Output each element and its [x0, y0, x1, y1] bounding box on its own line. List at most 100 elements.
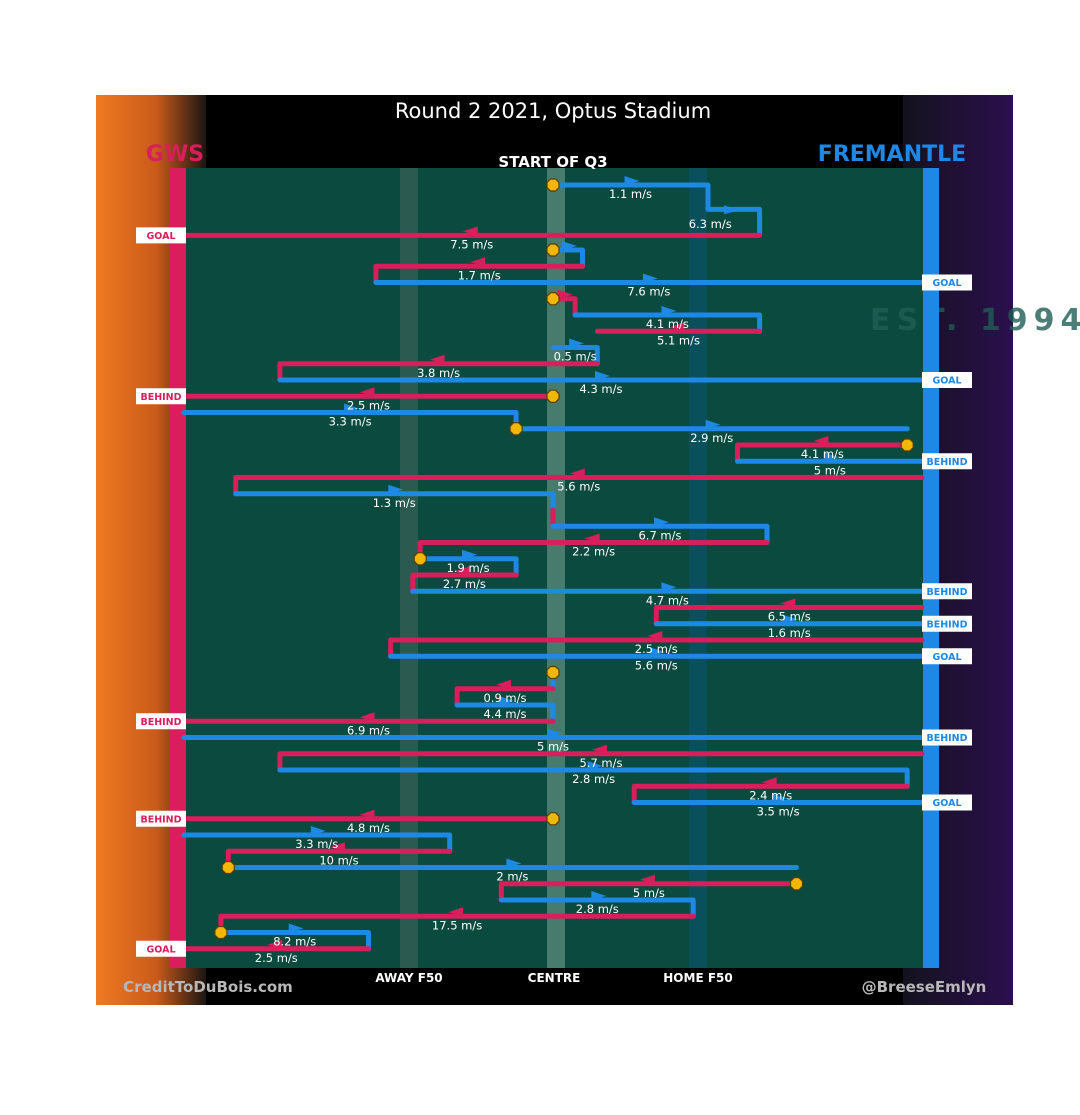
- chain-29-speed-label: 0.9 m/s: [483, 691, 526, 705]
- chain-15-arrow: [823, 452, 839, 462]
- chain-27-speed-label: 5.6 m/s: [635, 658, 678, 672]
- chain-14-arrow: [813, 436, 829, 445]
- chain-19-speed-label: 6.7 m/s: [638, 528, 681, 542]
- chain-29-arrow: [496, 679, 511, 689]
- chain-14-speed-label: 4.1 m/s: [801, 447, 844, 461]
- chain-23-outcome-label: BEHIND: [926, 587, 967, 598]
- chain-11-outcome-label: BEHIND: [140, 392, 181, 403]
- chain-38-speed-label: 3.3 m/s: [295, 837, 338, 851]
- chain-13-start-marker: [509, 422, 523, 436]
- chain-34-arrow: [587, 761, 603, 770]
- chain-35-gws: [631, 783, 910, 805]
- chain-27-outcome-label: GOAL: [932, 652, 961, 663]
- chain-41-arrow: [639, 874, 655, 884]
- chain-4-outcome-badge: [922, 274, 972, 291]
- chain-34-speed-label: 2.8 m/s: [572, 772, 615, 786]
- chain-40-start-marker: [221, 860, 235, 875]
- chain-5-arrow: [558, 289, 574, 299]
- chain-42-fremantle: [498, 897, 696, 919]
- chain-41-start-marker: [789, 877, 804, 891]
- chain-17-fremantle: [233, 491, 556, 513]
- chain-11-speed-label: 2.5 m/s: [347, 398, 390, 412]
- chain-3-gws: [373, 263, 585, 285]
- chain-1-outcome-badge: [136, 227, 186, 244]
- chain-11-arrow: [359, 387, 375, 397]
- chain-6-fremantle: [572, 312, 763, 334]
- chain-36-outcome-label: GOAL: [932, 798, 961, 809]
- chains-layer: [181, 176, 925, 952]
- chain-38-arrow: [310, 826, 326, 835]
- chain-43-arrow: [448, 907, 464, 917]
- chain-3-speed-label: 1.7 m/s: [458, 268, 501, 282]
- chain-15-outcome-badge: [922, 453, 972, 470]
- x-axis-labels: AWAY F50 CENTRE HOME F50: [375, 971, 732, 985]
- chain-31-arrow: [359, 712, 375, 722]
- chain-6-speed-label: 4.1 m/s: [646, 317, 689, 331]
- chain-19-arrow: [654, 517, 669, 527]
- chain-42-arrow: [591, 891, 607, 900]
- chain-23-outcome-badge: [922, 583, 972, 600]
- chain-40-speed-label: 2 m/s: [496, 870, 528, 884]
- chain-32-outcome-label: BEHIND: [926, 733, 967, 744]
- chain-11-start-marker: [546, 389, 560, 403]
- chain-25-outcome-badge: [922, 615, 972, 632]
- chain-6-arrow: [661, 306, 677, 315]
- chain-23-speed-label: 4.7 m/s: [646, 593, 689, 607]
- chain-17-speed-label: 1.3 m/s: [373, 496, 416, 510]
- chain-16-arrow: [569, 468, 585, 478]
- chain-32-arrow: [547, 728, 562, 738]
- credit-right: @BreeseEmlyn: [862, 978, 987, 996]
- chain-39-speed-label: 10 m/s: [319, 853, 358, 867]
- chain-34-fremantle: [277, 767, 910, 789]
- chain-0-arrow: [624, 176, 640, 185]
- centre-stripe: [547, 168, 565, 968]
- x-tick-label-2: HOME F50: [663, 971, 732, 985]
- chain-5-start-marker: [546, 292, 560, 306]
- chain-26-gws: [388, 637, 925, 659]
- chain-41-gws: [498, 881, 799, 903]
- chain-24-speed-label: 6.5 m/s: [768, 610, 811, 624]
- chain-25-speed-label: 1.6 m/s: [768, 626, 811, 640]
- chain-21-fremantle: [417, 556, 519, 578]
- chain-22-speed-label: 2.7 m/s: [443, 577, 486, 591]
- chain-1-outcome-label: GOAL: [146, 231, 175, 242]
- chain-13-arrow: [705, 419, 721, 429]
- chain-45-speed-label: 2.5 m/s: [255, 951, 298, 965]
- chain-21-arrow: [462, 549, 478, 559]
- chain-25-arrow: [783, 614, 799, 624]
- chain-1-speed-label: 7.5 m/s: [450, 237, 493, 251]
- chain-5-gws: [550, 296, 578, 318]
- chain-33-speed-label: 5.7 m/s: [579, 756, 622, 770]
- chain-10-arrow: [595, 371, 610, 380]
- chain-12-speed-label: 3.3 m/s: [329, 415, 372, 429]
- chain-37-arrow: [359, 809, 375, 819]
- credit-left: CreditToDuBois.com: [123, 978, 293, 996]
- chain-15-speed-label: 5 m/s: [814, 463, 846, 477]
- chain-11-outcome-badge: [136, 388, 186, 405]
- chain-23-arrow: [661, 582, 677, 592]
- chain-21-speed-label: 1.9 m/s: [447, 561, 490, 575]
- chain-27-outcome-badge: [922, 648, 972, 665]
- chain-8-arrow: [569, 338, 585, 348]
- gws-team-label: GWS: [146, 142, 204, 167]
- chain-39-arrow: [330, 842, 345, 852]
- chain-31-outcome-badge: [136, 713, 186, 730]
- chain-20-speed-label: 2.2 m/s: [572, 545, 615, 559]
- chain-22-arrow: [455, 566, 471, 575]
- chain-31-speed-label: 6.9 m/s: [347, 723, 390, 737]
- chain-20-arrow: [584, 533, 600, 543]
- chain-43-speed-label: 17.5 m/s: [432, 918, 482, 932]
- chain-37-outcome-label: BEHIND: [140, 814, 181, 825]
- chain-31-outcome-label: BEHIND: [140, 717, 181, 728]
- chain-26-arrow: [647, 631, 663, 640]
- chain-45-outcome-label: GOAL: [146, 944, 175, 955]
- chain-7-speed-label: 5.1 m/s: [657, 333, 700, 347]
- chain-9-speed-label: 3.8 m/s: [417, 366, 460, 380]
- chain-13-speed-label: 2.9 m/s: [690, 431, 733, 445]
- chain-2-arrow: [561, 241, 577, 250]
- chain-33-gws: [277, 751, 925, 773]
- chain-16-speed-label: 5.6 m/s: [557, 480, 600, 494]
- away-f50-stripe: [400, 168, 418, 968]
- chain-8-fremantle: [550, 345, 600, 367]
- chain-3-arrow: [470, 257, 486, 267]
